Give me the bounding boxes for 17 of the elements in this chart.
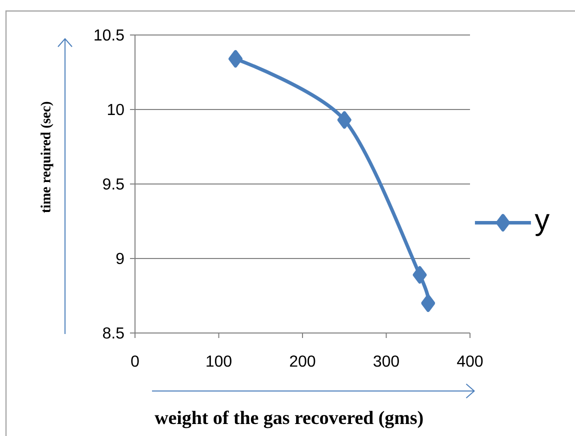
x-tick-label: 300 [374, 356, 399, 367]
x-tick-label: 400 [457, 356, 483, 367]
x-tick-label: 200 [290, 356, 316, 367]
y-tick-label: 9.5 [103, 178, 124, 190]
point [228, 50, 243, 68]
x-axis-title: weight of the gas recovered (gms) [154, 410, 423, 428]
y-tick-label: 10 [108, 104, 124, 116]
point [412, 266, 427, 284]
x-tick-label: 0 [131, 356, 139, 367]
legend-label: y [534, 214, 550, 236]
y-tick-label: 8.5 [103, 327, 124, 339]
y-tick-label: 9 [116, 252, 124, 264]
point [421, 294, 436, 312]
y-axis-title: time required (sec) [40, 102, 54, 213]
point [337, 111, 352, 129]
x-tick-label: 100 [206, 356, 232, 367]
y-tick-label: 10.5 [94, 29, 124, 41]
